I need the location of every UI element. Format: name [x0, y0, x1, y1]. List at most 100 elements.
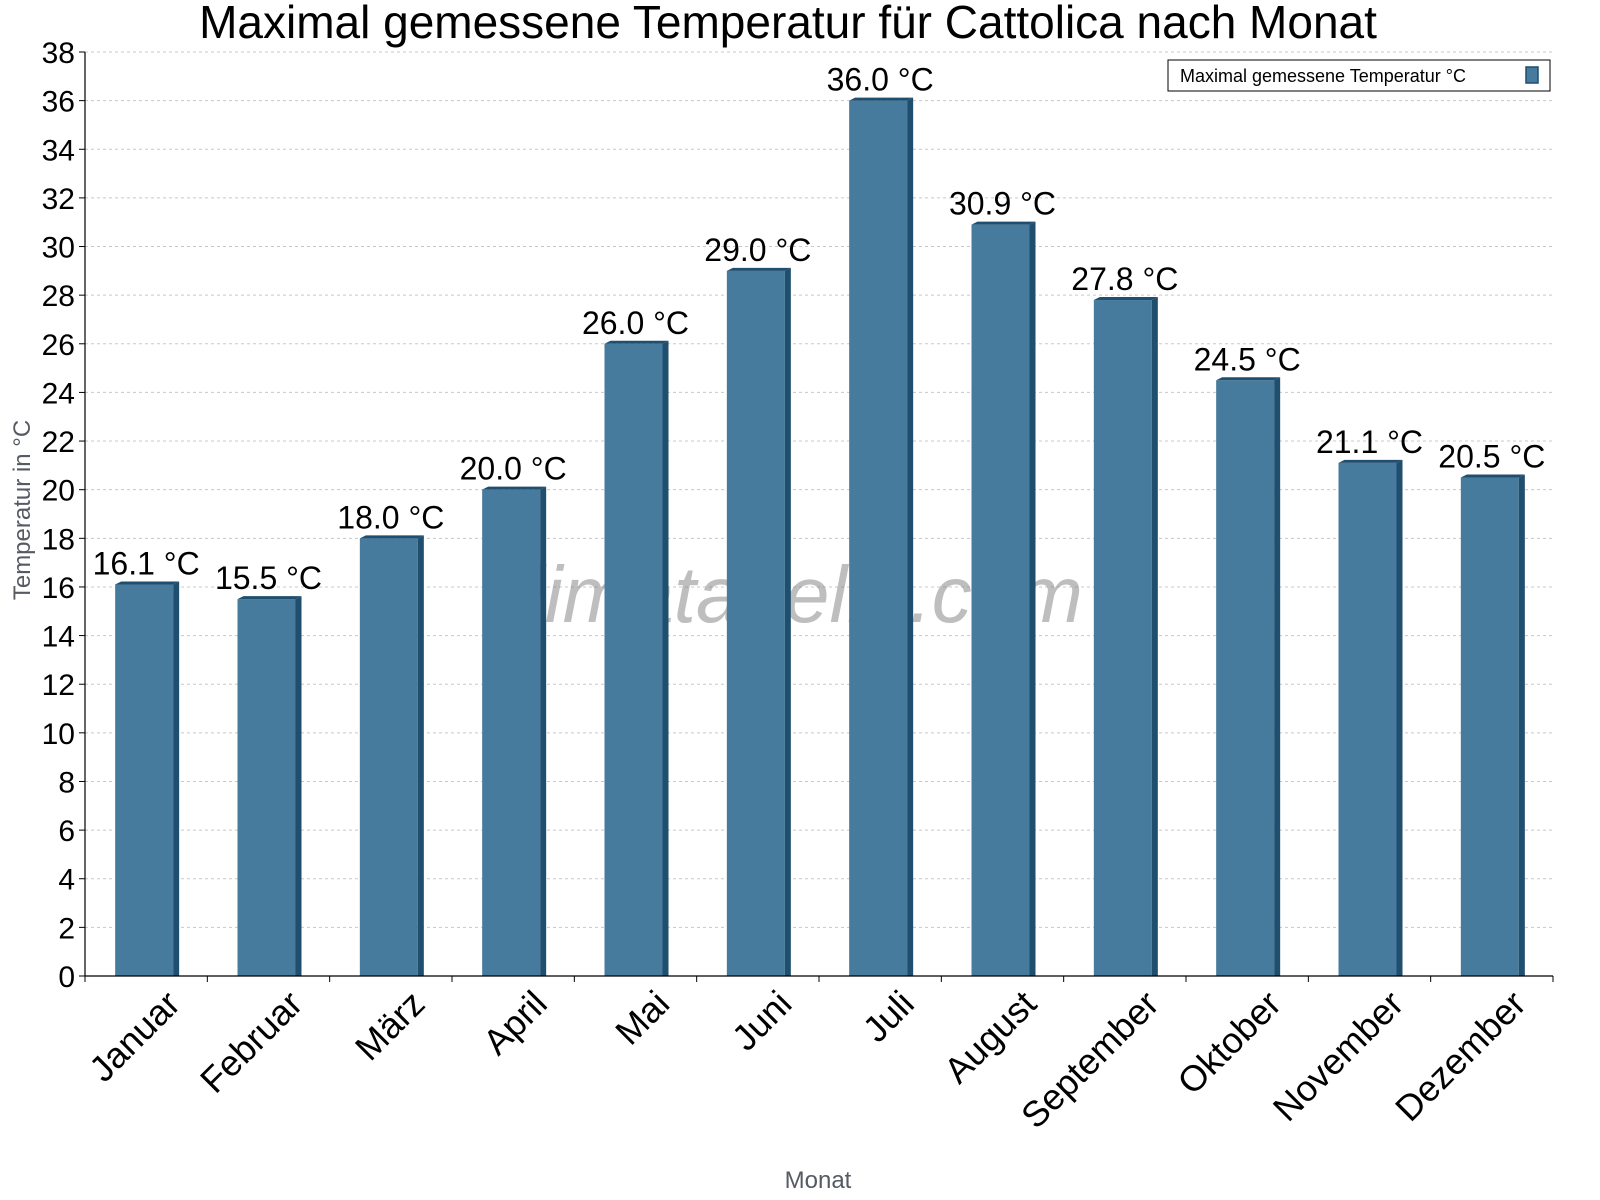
bar-face: [971, 224, 1030, 977]
bar-top: [1216, 377, 1281, 381]
data-label: 18.0 °C: [337, 499, 444, 535]
bar-face: [849, 100, 908, 976]
bar-top: [971, 221, 1036, 225]
y-tick-label: 0: [58, 961, 75, 994]
y-tick-label: 36: [42, 86, 75, 119]
y-tick-label: 38: [42, 37, 75, 70]
bar-top: [726, 267, 791, 271]
y-tick-label: 16: [42, 572, 75, 605]
x-tick-label: Februar: [192, 983, 310, 1101]
data-label: 24.5 °C: [1194, 341, 1301, 377]
axes: [79, 51, 1554, 982]
bar-top: [604, 340, 669, 344]
bar: [971, 221, 1036, 977]
bar-face: [604, 343, 663, 977]
bar: [849, 97, 914, 976]
y-tick-label: 32: [42, 183, 75, 216]
y-tick-label: 10: [42, 718, 75, 751]
bar-side: [295, 596, 302, 976]
bar: [359, 535, 424, 976]
bar-top: [1093, 297, 1158, 301]
y-tick-label: 30: [42, 232, 75, 265]
bar-side: [1029, 221, 1036, 977]
data-label: 21.1 °C: [1316, 424, 1423, 460]
bar-face: [115, 584, 174, 976]
data-label: 16.1 °C: [93, 546, 200, 582]
data-label: 20.0 °C: [460, 451, 567, 487]
y-tick-label: 18: [42, 523, 75, 556]
y-tick-label: 8: [58, 766, 75, 799]
bar-side: [540, 486, 547, 976]
chart-title: Maximal gemessene Temperatur für Cattoli…: [199, 0, 1377, 48]
data-label: 27.8 °C: [1071, 261, 1178, 297]
bar-face: [359, 538, 418, 976]
legend: Maximal gemessene Temperatur °C: [1167, 59, 1551, 92]
bars: [115, 97, 1525, 977]
bar-top: [115, 581, 180, 585]
bar-top: [359, 535, 424, 539]
bar-face: [237, 599, 296, 976]
y-tick-label: 2: [58, 912, 75, 945]
bar-side: [417, 535, 424, 976]
x-tick-labels: Januar Februar März April Mai Juni Juli AugustS…: [81, 983, 1534, 1137]
bar: [1460, 474, 1525, 976]
y-tick-label: 6: [58, 815, 75, 848]
x-tick-label: Juni: [724, 983, 800, 1059]
bar-side: [1151, 297, 1158, 976]
bar-side: [1274, 377, 1281, 976]
y-tick-label: 22: [42, 426, 75, 459]
bar: [115, 581, 180, 976]
bar: [726, 267, 791, 976]
x-tick-label: August: [936, 983, 1044, 1091]
legend-box: [1167, 59, 1551, 92]
x-tick-label: April: [475, 983, 555, 1063]
data-label: 29.0 °C: [704, 232, 811, 268]
data-labels: 16.1 °C 15.5 °C 18.0 °C 20.0 °C 26.0 °C 29.0 …: [93, 62, 1546, 596]
data-label: 15.5 °C: [215, 560, 322, 596]
bar-side: [1396, 459, 1403, 976]
x-tick-label: Januar: [81, 983, 188, 1090]
y-tick-label: 20: [42, 475, 75, 508]
x-tick-label: Juli: [855, 983, 922, 1050]
y-tick-label: 34: [42, 134, 75, 167]
x-tick-label: November: [1265, 983, 1411, 1129]
bar-top: [1460, 474, 1525, 478]
x-axis-label: Monat: [785, 1167, 852, 1194]
bar-face: [482, 489, 541, 976]
x-tick-label: Mai: [607, 983, 677, 1053]
bar: [1338, 459, 1403, 976]
bar-side: [173, 581, 180, 976]
y-axis-label: Temperatur in °C: [9, 420, 36, 600]
x-tick-label: März: [347, 983, 433, 1069]
gridlines: [85, 51, 1553, 928]
y-tick-label: 12: [42, 669, 75, 702]
bar-face: [726, 270, 785, 976]
bar-side: [784, 267, 791, 976]
bar-side: [1518, 474, 1525, 976]
bar-face: [1460, 477, 1519, 976]
data-label: 30.9 °C: [949, 186, 1056, 222]
bar-face: [1216, 380, 1275, 976]
legend-swatch: [1525, 66, 1539, 84]
y-tick-label: 26: [42, 329, 75, 362]
bar: [237, 596, 302, 976]
data-label: 36.0 °C: [827, 62, 934, 98]
bar-top: [237, 596, 302, 600]
bar: [1093, 297, 1158, 976]
y-tick-label: 4: [58, 864, 75, 897]
bar-side: [662, 340, 669, 977]
y-tick-label: 14: [42, 621, 75, 654]
x-tick-label: Dezember: [1387, 983, 1533, 1129]
bar: [604, 340, 669, 977]
bar: [482, 486, 547, 976]
data-label: 26.0 °C: [582, 305, 689, 341]
bar-face: [1093, 300, 1152, 976]
x-tick-label: Oktober: [1169, 983, 1289, 1103]
data-label: 20.5 °C: [1438, 439, 1545, 475]
bar-top: [482, 486, 547, 490]
bar-face: [1338, 462, 1397, 976]
y-tick-label: 28: [42, 280, 75, 313]
y-tick-label: 24: [42, 377, 75, 410]
